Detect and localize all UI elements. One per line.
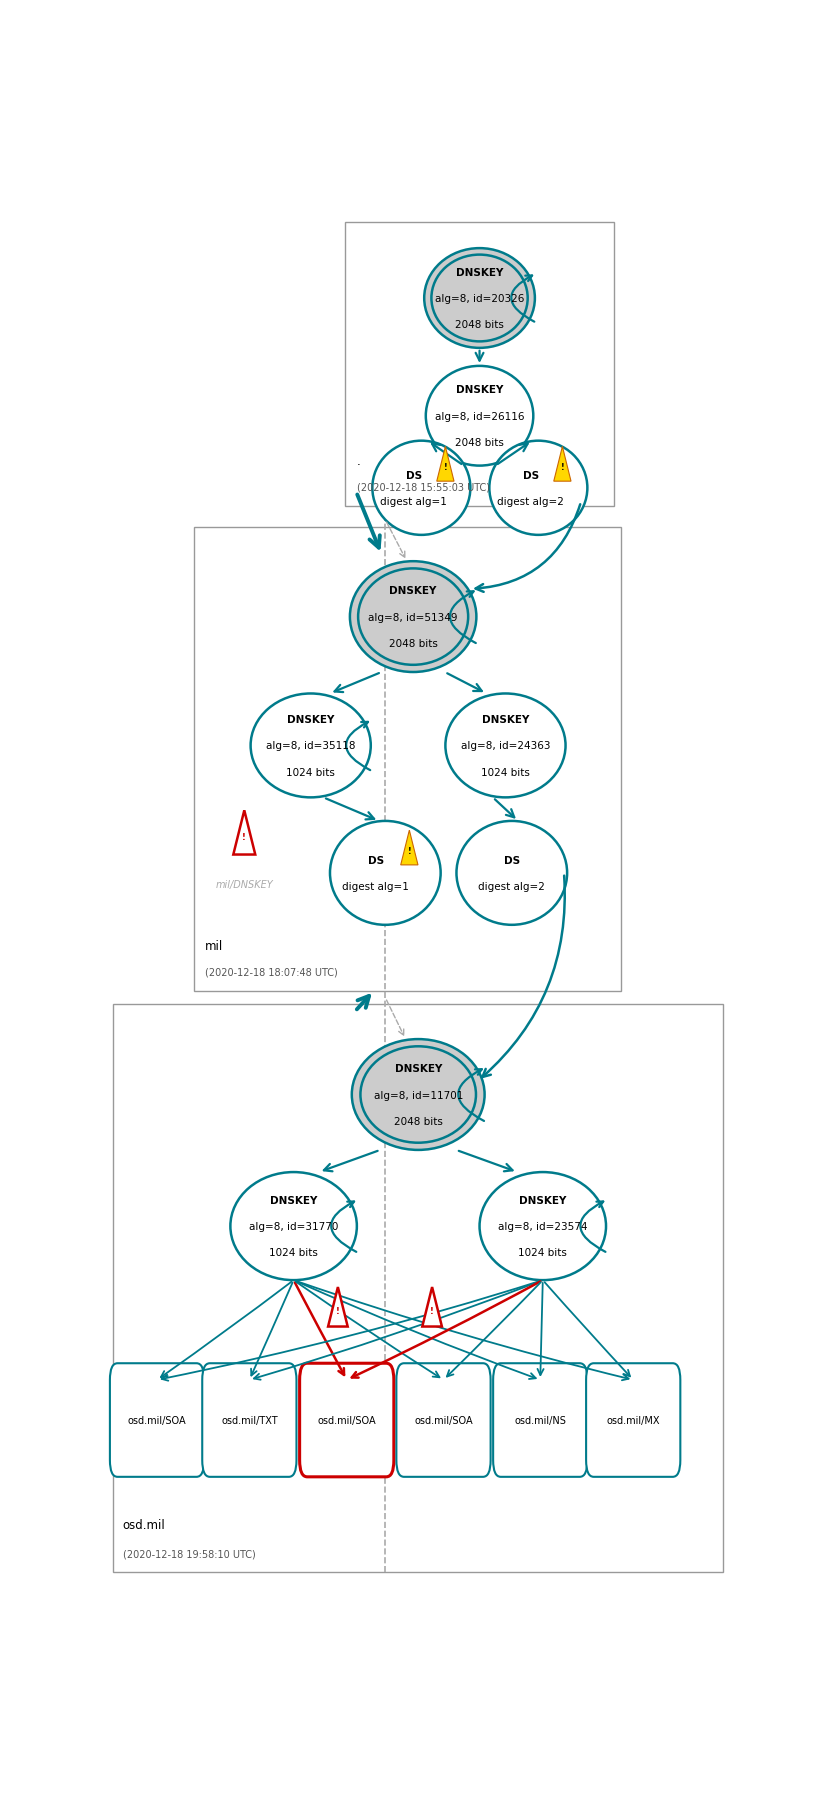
Polygon shape — [437, 448, 454, 482]
Text: DNSKEY: DNSKEY — [456, 385, 503, 396]
Text: 2048 bits: 2048 bits — [455, 439, 504, 448]
Ellipse shape — [251, 694, 370, 798]
Text: alg=8, id=26116: alg=8, id=26116 — [435, 412, 525, 421]
FancyBboxPatch shape — [113, 1005, 723, 1573]
Text: alg=8, id=24363: alg=8, id=24363 — [461, 741, 550, 752]
FancyBboxPatch shape — [586, 1363, 681, 1476]
Ellipse shape — [456, 822, 567, 926]
Ellipse shape — [230, 1172, 357, 1280]
Ellipse shape — [330, 822, 441, 926]
Text: mil/DNSKEY: mil/DNSKEY — [215, 879, 273, 890]
Text: osd.mil: osd.mil — [123, 1518, 166, 1532]
Text: alg=8, id=35118: alg=8, id=35118 — [266, 741, 356, 752]
Text: DS: DS — [503, 856, 520, 865]
Polygon shape — [554, 448, 571, 482]
FancyBboxPatch shape — [110, 1363, 204, 1476]
Text: osd.mil/SOA: osd.mil/SOA — [415, 1415, 472, 1426]
Text: !: ! — [336, 1305, 339, 1314]
Text: DS: DS — [406, 471, 422, 480]
Ellipse shape — [372, 442, 470, 536]
Text: DS: DS — [368, 856, 384, 865]
Text: DNSKEY: DNSKEY — [519, 1196, 566, 1205]
FancyBboxPatch shape — [299, 1363, 394, 1476]
Text: !: ! — [407, 847, 411, 856]
Text: (2020-12-18 19:58:10 UTC): (2020-12-18 19:58:10 UTC) — [123, 1548, 255, 1559]
Ellipse shape — [350, 561, 477, 672]
Polygon shape — [233, 811, 255, 856]
Text: !: ! — [561, 464, 564, 473]
Text: 2048 bits: 2048 bits — [455, 320, 504, 331]
Text: DNSKEY: DNSKEY — [287, 716, 335, 725]
Text: osd.mil/SOA: osd.mil/SOA — [128, 1415, 186, 1426]
Text: alg=8, id=23574: alg=8, id=23574 — [498, 1221, 588, 1232]
Text: 1024 bits: 1024 bits — [286, 768, 335, 777]
Text: 2048 bits: 2048 bits — [394, 1117, 442, 1126]
Ellipse shape — [490, 442, 588, 536]
Text: osd.mil/NS: osd.mil/NS — [514, 1415, 566, 1426]
Polygon shape — [328, 1287, 348, 1327]
Ellipse shape — [480, 1172, 606, 1280]
FancyBboxPatch shape — [193, 527, 620, 991]
FancyBboxPatch shape — [345, 223, 614, 507]
FancyBboxPatch shape — [397, 1363, 490, 1476]
Polygon shape — [423, 1287, 442, 1327]
Polygon shape — [401, 831, 418, 865]
Text: osd.mil/TXT: osd.mil/TXT — [221, 1415, 277, 1426]
Text: alg=8, id=20326: alg=8, id=20326 — [435, 293, 524, 304]
Text: (2020-12-18 15:55:03 UTC): (2020-12-18 15:55:03 UTC) — [357, 482, 490, 493]
Ellipse shape — [446, 694, 565, 798]
Text: DNSKEY: DNSKEY — [389, 586, 437, 595]
Ellipse shape — [426, 367, 534, 466]
Text: 1024 bits: 1024 bits — [518, 1248, 567, 1259]
FancyBboxPatch shape — [493, 1363, 588, 1476]
Ellipse shape — [432, 255, 528, 342]
Text: DNSKEY: DNSKEY — [270, 1196, 317, 1205]
Text: digest alg=2: digest alg=2 — [478, 881, 545, 892]
Text: !: ! — [242, 832, 246, 841]
Ellipse shape — [352, 1039, 485, 1151]
Text: DNSKEY: DNSKEY — [456, 268, 503, 277]
Text: (2020-12-18 18:07:48 UTC): (2020-12-18 18:07:48 UTC) — [205, 967, 338, 976]
Ellipse shape — [361, 1046, 476, 1144]
Text: .: . — [357, 455, 361, 467]
Text: DS: DS — [523, 471, 539, 480]
Text: osd.mil/SOA: osd.mil/SOA — [317, 1415, 376, 1426]
Text: digest alg=2: digest alg=2 — [497, 496, 564, 507]
Text: alg=8, id=51349: alg=8, id=51349 — [368, 613, 458, 622]
Text: 1024 bits: 1024 bits — [481, 768, 530, 777]
Text: !: ! — [444, 464, 447, 473]
Text: 1024 bits: 1024 bits — [269, 1248, 318, 1259]
Ellipse shape — [358, 570, 468, 665]
Text: mil: mil — [205, 939, 224, 953]
Text: alg=8, id=31770: alg=8, id=31770 — [249, 1221, 339, 1232]
Ellipse shape — [424, 248, 534, 349]
FancyBboxPatch shape — [202, 1363, 296, 1476]
Text: DNSKEY: DNSKEY — [394, 1064, 442, 1073]
Text: !: ! — [430, 1305, 434, 1314]
Text: alg=8, id=11701: alg=8, id=11701 — [374, 1090, 463, 1100]
Text: DNSKEY: DNSKEY — [481, 716, 529, 725]
Text: digest alg=1: digest alg=1 — [343, 881, 410, 892]
Text: digest alg=1: digest alg=1 — [380, 496, 447, 507]
Text: osd.mil/MX: osd.mil/MX — [606, 1415, 660, 1426]
Text: 2048 bits: 2048 bits — [388, 638, 437, 649]
